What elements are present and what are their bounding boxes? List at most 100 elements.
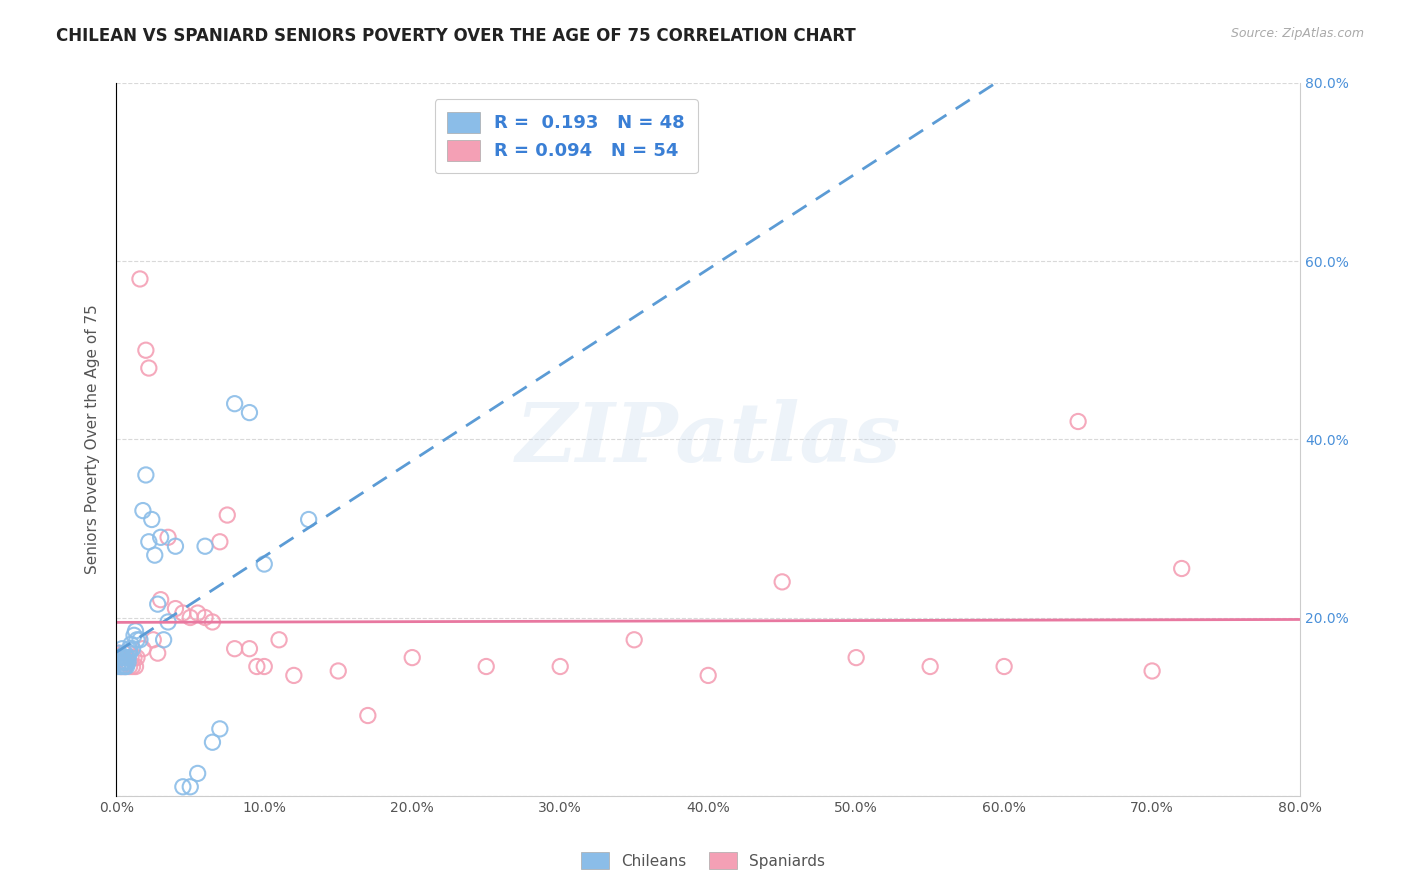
Point bbox=[146, 646, 169, 660]
Point bbox=[112, 659, 135, 673]
Point bbox=[112, 655, 135, 669]
Point bbox=[201, 735, 224, 749]
Point bbox=[165, 539, 187, 553]
Point bbox=[114, 655, 136, 669]
Point bbox=[111, 659, 134, 673]
Point bbox=[770, 574, 793, 589]
Point bbox=[107, 646, 129, 660]
Point bbox=[194, 539, 217, 553]
Point bbox=[253, 557, 276, 571]
Point bbox=[117, 655, 139, 669]
Point bbox=[114, 659, 136, 673]
Legend: R =  0.193   N = 48, R = 0.094   N = 54: R = 0.193 N = 48, R = 0.094 N = 54 bbox=[434, 99, 697, 173]
Point bbox=[132, 503, 155, 517]
Point bbox=[146, 597, 169, 611]
Point bbox=[142, 632, 165, 647]
Point bbox=[108, 646, 131, 660]
Point bbox=[149, 530, 172, 544]
Point bbox=[328, 664, 350, 678]
Point bbox=[111, 650, 134, 665]
Point bbox=[114, 650, 136, 665]
Point bbox=[246, 659, 269, 673]
Point bbox=[110, 650, 132, 665]
Point bbox=[129, 272, 152, 286]
Point bbox=[115, 655, 138, 669]
Point bbox=[125, 650, 148, 665]
Point bbox=[283, 668, 305, 682]
Point bbox=[118, 646, 141, 660]
Point bbox=[121, 659, 143, 673]
Point bbox=[267, 632, 290, 647]
Point bbox=[107, 650, 129, 665]
Point bbox=[122, 650, 145, 665]
Point bbox=[152, 632, 174, 647]
Point bbox=[114, 646, 136, 660]
Point bbox=[112, 655, 135, 669]
Point bbox=[993, 659, 1015, 673]
Point bbox=[623, 632, 645, 647]
Point bbox=[107, 659, 129, 673]
Point bbox=[115, 650, 138, 665]
Point bbox=[179, 780, 201, 794]
Point bbox=[117, 650, 139, 665]
Text: ZIPatlas: ZIPatlas bbox=[516, 400, 901, 479]
Point bbox=[110, 650, 132, 665]
Point bbox=[548, 659, 571, 673]
Point bbox=[114, 659, 136, 673]
Point bbox=[238, 641, 260, 656]
Point bbox=[253, 659, 276, 673]
Point bbox=[149, 592, 172, 607]
Point bbox=[110, 659, 132, 673]
Point bbox=[143, 548, 166, 562]
Point bbox=[401, 650, 423, 665]
Point bbox=[121, 641, 143, 656]
Point bbox=[217, 508, 239, 522]
Point bbox=[238, 406, 260, 420]
Point bbox=[108, 650, 131, 665]
Point bbox=[845, 650, 868, 665]
Text: Source: ZipAtlas.com: Source: ZipAtlas.com bbox=[1230, 27, 1364, 40]
Point bbox=[208, 722, 231, 736]
Point bbox=[179, 610, 201, 624]
Point bbox=[124, 624, 146, 638]
Text: CHILEAN VS SPANIARD SENIORS POVERTY OVER THE AGE OF 75 CORRELATION CHART: CHILEAN VS SPANIARD SENIORS POVERTY OVER… bbox=[56, 27, 856, 45]
Point bbox=[172, 606, 194, 620]
Point bbox=[111, 655, 134, 669]
Point bbox=[120, 650, 142, 665]
Point bbox=[157, 530, 180, 544]
Point bbox=[122, 628, 145, 642]
Point bbox=[1170, 561, 1192, 575]
Point bbox=[208, 534, 231, 549]
Point bbox=[135, 343, 157, 358]
Point bbox=[187, 766, 209, 780]
Point bbox=[298, 512, 321, 526]
Point bbox=[115, 659, 138, 673]
Point bbox=[111, 641, 134, 656]
Point bbox=[697, 668, 720, 682]
Point bbox=[194, 610, 217, 624]
Point bbox=[224, 641, 246, 656]
Point bbox=[125, 632, 148, 647]
Point bbox=[132, 641, 155, 656]
Point bbox=[201, 615, 224, 629]
Point bbox=[108, 655, 131, 669]
Point bbox=[138, 361, 160, 376]
Point bbox=[1140, 664, 1163, 678]
Point bbox=[224, 397, 246, 411]
Point bbox=[111, 650, 134, 665]
Point bbox=[117, 646, 139, 660]
Point bbox=[120, 637, 142, 651]
Point bbox=[110, 650, 132, 665]
Legend: Chileans, Spaniards: Chileans, Spaniards bbox=[575, 846, 831, 875]
Point bbox=[165, 601, 187, 615]
Point bbox=[129, 632, 152, 647]
Point bbox=[135, 467, 157, 482]
Point bbox=[357, 708, 380, 723]
Point bbox=[138, 534, 160, 549]
Point bbox=[110, 659, 132, 673]
Point bbox=[1067, 415, 1090, 429]
Point bbox=[112, 646, 135, 660]
Point bbox=[157, 615, 180, 629]
Point bbox=[124, 659, 146, 673]
Point bbox=[118, 641, 141, 656]
